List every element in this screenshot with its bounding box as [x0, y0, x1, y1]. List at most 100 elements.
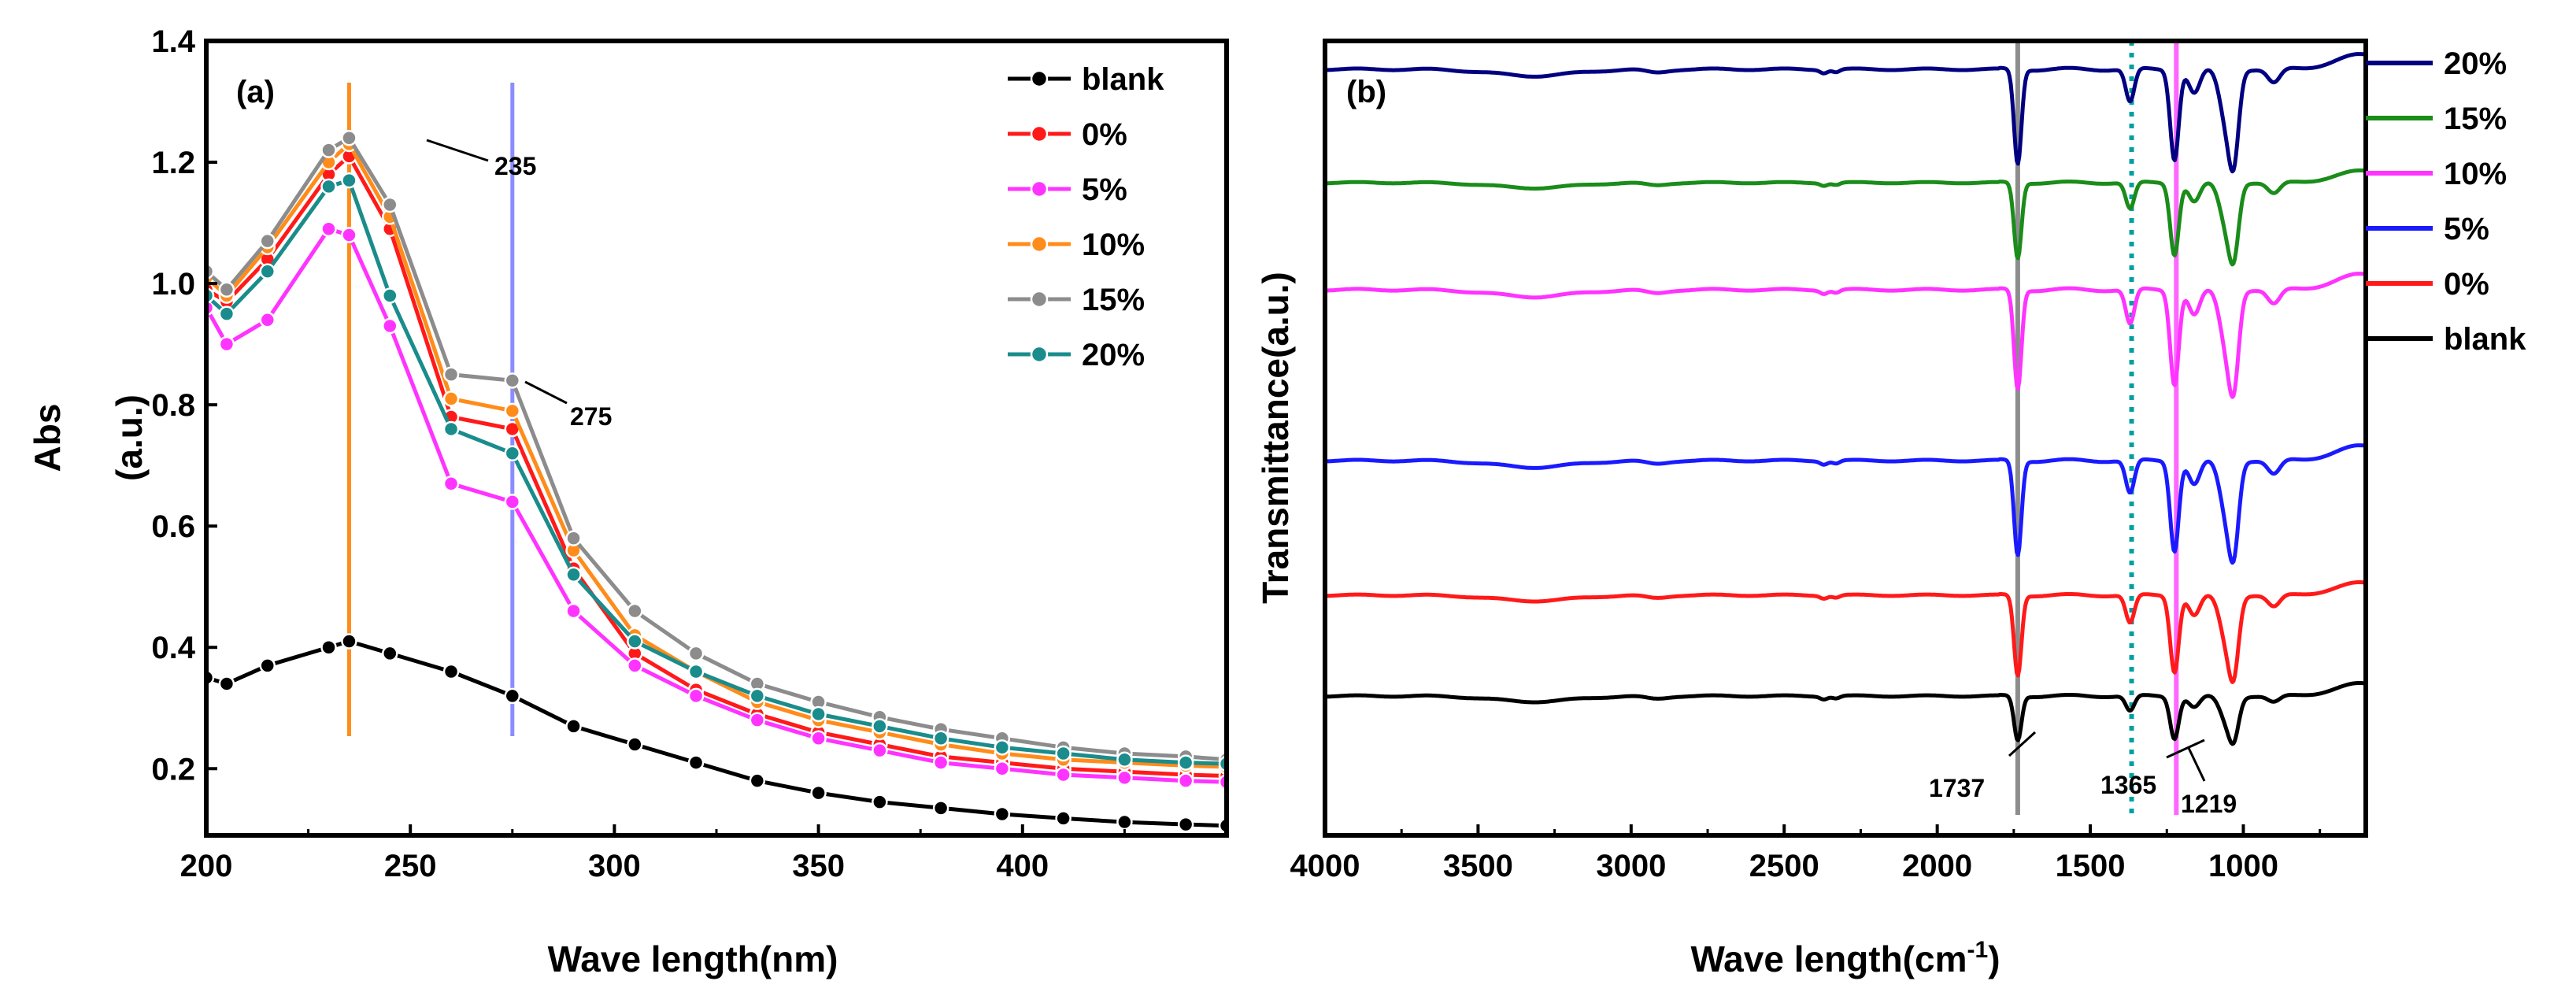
b-legend-item: 15% [2366, 102, 2507, 136]
a-data-point [932, 754, 949, 771]
a-data-point [259, 263, 276, 280]
a-legend-label: blank [1082, 62, 1164, 97]
b-series-line [1325, 272, 2366, 399]
a-data-point [341, 227, 357, 243]
a-y-tick-label: 0.8 [151, 388, 195, 423]
a-data-point [687, 663, 705, 680]
a-data-point [565, 602, 582, 620]
b-legend-label: blank [2444, 322, 2526, 357]
a-x-axis-title: Wave length(nm) [548, 939, 838, 979]
a-data-point [382, 317, 398, 335]
a-data-point [627, 736, 643, 753]
b-legend-label: 0% [2444, 267, 2489, 302]
a-x-tick-label: 250 [384, 849, 437, 883]
a-data-point [259, 232, 276, 250]
b-series-line [1325, 168, 2366, 267]
annotation-235: 235 [494, 152, 536, 180]
a-data-point [627, 633, 643, 650]
annotation-1737-arrow [2008, 731, 2037, 757]
a-annotations: 235 275 [426, 139, 612, 431]
a-data-point [382, 287, 398, 304]
a-data-point [259, 657, 276, 674]
a-y-tick-label: 1.0 [151, 267, 195, 302]
a-data-point [504, 372, 521, 389]
b-series-line [1325, 443, 2366, 565]
b-legend: 20% 15% 10% 5% 0% blank [2366, 46, 2526, 357]
a-y-tick-label: 1.4 [151, 24, 195, 59]
a-data-point [627, 602, 643, 620]
a-data-point [341, 172, 357, 189]
a-data-point [749, 712, 766, 728]
b-x-tick-label: 3500 [1443, 849, 1513, 883]
a-data-point [504, 494, 521, 510]
a-data-point [932, 730, 949, 747]
a-data-point [320, 142, 337, 158]
a-data-point [504, 402, 521, 420]
a-legend-item: 15% [1008, 283, 1145, 317]
b-x-axis-title-main: Wave length(cm [1690, 939, 1967, 979]
b-series-10% [1325, 272, 2366, 399]
b-legend-label: 10% [2444, 157, 2507, 191]
b-x-tick-label: 1500 [2056, 849, 2126, 883]
a-x-tick-label: 400 [996, 849, 1049, 883]
a-data-point [872, 794, 888, 810]
a-legend-swatch-marker [1030, 235, 1049, 254]
a-data-point [749, 687, 766, 705]
b-x-tick-label: 3000 [1596, 849, 1666, 883]
b-series-5% [1325, 443, 2366, 565]
a-data-point [1116, 769, 1133, 787]
b-axes: 4000 3500 3000 2500 2000 1500 1000 [1290, 824, 2322, 883]
annotation-235-arrow [426, 139, 489, 162]
a-data-point [341, 633, 357, 650]
b-annotations: 1737 1365 1219 [1929, 731, 2237, 818]
a-data-point [687, 645, 705, 662]
a-data-point [810, 705, 827, 723]
a-legend-item: blank [1008, 62, 1164, 97]
a-data-point [382, 645, 398, 662]
a-legend-swatch-marker [1030, 69, 1049, 88]
a-data-point [749, 772, 766, 789]
b-panel-label: (b) [1346, 75, 1386, 109]
a-y-tick-label: 0.6 [151, 509, 195, 544]
a-series-blank [206, 633, 1227, 834]
b-series-20% [1325, 52, 2366, 174]
a-legend-label: 5% [1082, 172, 1127, 207]
a-data-point [932, 800, 949, 816]
b-y-axis-title: Transmittance(a.u.) [1255, 272, 1296, 604]
panel-a-abs-chart: 235 275 200 250 300 350 400 0.2 0.4 0.6 0.8 1.0 1.… [27, 24, 1229, 979]
b-legend-item: 5% [2366, 212, 2489, 246]
b-x-axis-title-end: ) [1988, 939, 2000, 979]
a-data-point [504, 687, 521, 705]
a-legend-swatch-marker [1030, 124, 1049, 143]
a-data-point [1177, 816, 1194, 833]
b-x-tick-label: 1000 [2208, 849, 2278, 883]
a-data-point [810, 730, 827, 747]
a-series-5% [206, 220, 1227, 790]
annotation-1365: 1365 [2100, 771, 2156, 799]
a-series-line [206, 135, 1227, 762]
b-series-line [1325, 52, 2366, 174]
annotation-1219: 1219 [2181, 790, 2237, 818]
b-x-axis-title-sup: -1 [1967, 937, 1989, 963]
annotation-1219-arrow [2187, 747, 2206, 782]
b-legend-item: 20% [2366, 46, 2507, 81]
a-data-point [382, 196, 398, 213]
a-legend-swatch-marker [1030, 290, 1049, 309]
annotation-1737: 1737 [1929, 774, 1985, 802]
a-y-axis-title: Abs [27, 404, 68, 472]
a-legend-swatch-marker [1030, 180, 1049, 198]
a-data-point [218, 281, 235, 298]
b-series-0% [1325, 580, 2366, 684]
a-data-point [994, 805, 1011, 823]
b-legend-item: 10% [2366, 157, 2507, 191]
b-x-tick-label: 2500 [1749, 849, 1819, 883]
a-legend-label: 10% [1082, 228, 1145, 262]
a-data-point [442, 366, 460, 383]
a-legend-item: 5% [1008, 172, 1127, 207]
a-data-point [504, 445, 521, 462]
a-y-axis-unit: (a.u.) [109, 394, 150, 481]
a-data-point [320, 178, 337, 195]
a-axes: 200 250 300 350 400 0.2 0.4 0.6 0.8 1.0 1.2 1.4 [151, 24, 1126, 883]
annotation-275-arrow [524, 380, 568, 405]
